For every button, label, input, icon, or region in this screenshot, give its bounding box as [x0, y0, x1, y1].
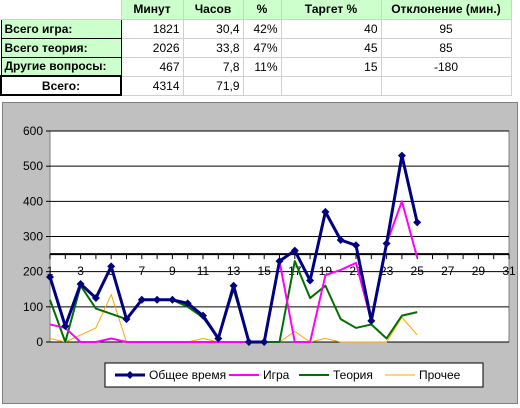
- legend-label: Прочее: [419, 368, 461, 382]
- header-blank[interactable]: [1, 0, 122, 20]
- chart-area[interactable]: 0 100 200 300 400 500 600 1 3 5 7 9 11 13 15 17 19 21 23 25…: [2, 102, 518, 404]
- row-label[interactable]: Другие вопросы:: [0, 56, 122, 77]
- cell-target[interactable]: 45: [281, 38, 382, 58]
- data-point: [397, 151, 406, 160]
- data-point: [61, 322, 70, 331]
- data-point: [244, 338, 253, 346]
- empty-cell[interactable]: [381, 76, 512, 96]
- cell-deviation[interactable]: -180: [381, 57, 512, 77]
- y-tick-label: 600: [23, 124, 43, 138]
- x-tick-label: 1: [47, 264, 54, 278]
- y-tick-label: 100: [23, 300, 43, 314]
- data-point: [306, 276, 315, 285]
- x-tick-label: 27: [441, 264, 455, 278]
- total-minutes[interactable]: 4314: [121, 76, 184, 96]
- cell-hours[interactable]: 33,8: [183, 38, 244, 58]
- empty-cell[interactable]: [243, 76, 282, 96]
- y-tick-label: 200: [23, 265, 43, 279]
- data-point: [260, 338, 269, 346]
- cell-hours[interactable]: 30,4: [183, 19, 244, 39]
- total-row: Всего: 4314 71,9: [0, 75, 512, 96]
- data-point: [229, 281, 238, 290]
- data-point: [352, 241, 360, 250]
- cell-deviation[interactable]: 85: [381, 38, 512, 58]
- data-point: [183, 299, 192, 308]
- data-point: [413, 218, 422, 227]
- cell-hours[interactable]: 7,8: [183, 57, 244, 77]
- data-point: [168, 295, 177, 304]
- x-tick-label: 9: [169, 264, 176, 278]
- data-point: [214, 334, 223, 343]
- cell-minutes[interactable]: 1821: [121, 19, 184, 39]
- header-percent[interactable]: %: [243, 0, 282, 20]
- data-point: [290, 246, 299, 255]
- legend-label: Теория: [333, 368, 373, 382]
- legend-label: Игра: [263, 368, 290, 382]
- header-minutes[interactable]: Минут: [121, 0, 184, 20]
- x-tick-label: 11: [197, 264, 210, 278]
- data-point: [275, 257, 284, 266]
- x-tick-label: 13: [227, 264, 241, 278]
- y-tick-label: 400: [23, 194, 43, 208]
- summary-table: Минут Часов % Таргет % Отклонение (мин.)…: [0, 0, 512, 96]
- data-point: [367, 316, 376, 325]
- legend: [104, 362, 484, 388]
- header-row: Минут Часов % Таргет % Отклонение (мин.): [1, 0, 512, 20]
- data-point: [46, 272, 54, 281]
- header-deviation[interactable]: Отклонение (мин.): [381, 0, 512, 20]
- data-point: [321, 207, 330, 216]
- total-label[interactable]: Всего:: [0, 75, 122, 96]
- header-target[interactable]: Таргет %: [281, 0, 382, 20]
- row-label[interactable]: Всего теория:: [0, 37, 122, 58]
- cell-minutes[interactable]: 2026: [121, 38, 184, 58]
- row-label[interactable]: Всего игра:: [0, 18, 122, 39]
- y-tick-label: 300: [23, 230, 43, 244]
- cell-minutes[interactable]: 467: [121, 57, 184, 77]
- x-tick-label: 25: [411, 264, 425, 278]
- data-point: [153, 295, 162, 304]
- y-tick-label: 0: [36, 335, 43, 349]
- data-point: [382, 239, 391, 248]
- cell-deviation[interactable]: 95: [381, 19, 512, 39]
- cell-percent[interactable]: 11%: [243, 57, 282, 77]
- table-row: Другие вопросы: 467 7,8 11% 15 -180: [0, 56, 512, 77]
- legend-marker: [126, 371, 134, 379]
- data-point: [137, 295, 146, 304]
- data-point: [76, 279, 85, 288]
- data-point: [122, 315, 131, 324]
- cell-target[interactable]: 40: [281, 19, 382, 39]
- legend-label: Общее время: [149, 368, 226, 382]
- data-point: [91, 294, 100, 303]
- series-line: [49, 200, 419, 343]
- x-tick-label: 31: [502, 264, 516, 278]
- cell-percent[interactable]: 42%: [243, 19, 282, 39]
- cell-percent[interactable]: 47%: [243, 38, 282, 58]
- cell-target[interactable]: 15: [281, 57, 382, 77]
- table-row: Всего игра: 1821 30,4 42% 40 95: [0, 18, 512, 39]
- total-hours[interactable]: 71,9: [183, 76, 244, 96]
- data-point: [199, 311, 207, 320]
- x-tick-label: 29: [472, 264, 486, 278]
- empty-cell[interactable]: [281, 76, 382, 96]
- x-tick-label: 3: [77, 264, 84, 278]
- data-point: [336, 236, 345, 245]
- table-row: Всего теория: 2026 33,8 47% 45 85: [0, 37, 512, 58]
- header-hours[interactable]: Часов: [183, 0, 244, 20]
- data-point: [107, 262, 116, 271]
- y-tick-label: 500: [23, 159, 43, 173]
- x-tick-label: 15: [258, 264, 272, 278]
- x-tick-label: 7: [138, 264, 145, 278]
